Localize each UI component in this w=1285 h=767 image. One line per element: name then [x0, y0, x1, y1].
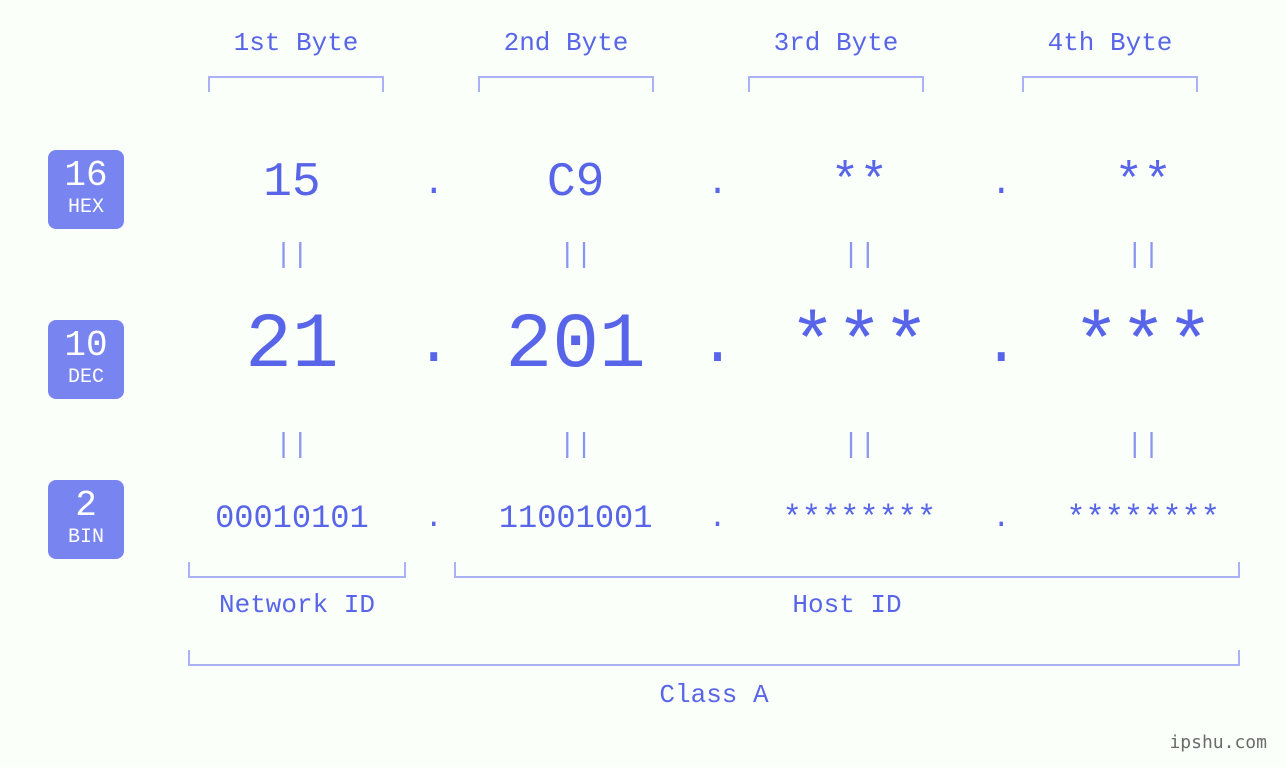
equals-glyph: || [1021, 430, 1265, 461]
hex-row: 15.C9.**.** [170, 156, 1265, 210]
dec-badge-base: 10 [48, 328, 124, 364]
spacer [414, 247, 454, 265]
equals-row-2: || || || || [170, 430, 1265, 461]
dot-separator: . [698, 502, 738, 536]
dot-separator: . [414, 502, 454, 536]
network-id-bracket [188, 562, 406, 578]
class-label: Class A [659, 680, 768, 710]
equals-glyph: || [1021, 240, 1265, 271]
hex-byte-4: ** [1021, 156, 1265, 210]
dot-separator: . [414, 312, 454, 380]
hex-byte-1: 15 [170, 156, 414, 210]
dot-separator: . [698, 312, 738, 380]
dot-separator: . [981, 502, 1021, 536]
byte-bracket-3 [748, 76, 924, 92]
host-id-label: Host ID [792, 590, 901, 620]
bin-row: 00010101.11001001.********.******** [170, 500, 1265, 537]
equals-row-1: || || || || [170, 240, 1265, 271]
byte-header-1: 1st Byte [234, 28, 359, 58]
dec-byte-1: 21 [170, 302, 414, 390]
dec-byte-4: *** [1021, 302, 1265, 390]
byte-bracket-2 [478, 76, 654, 92]
dot-separator: . [698, 163, 738, 204]
bin-badge-label: BIN [48, 526, 124, 549]
class-bracket [188, 650, 1240, 666]
spacer [981, 437, 1021, 455]
spacer [981, 247, 1021, 265]
dec-badge-label: DEC [48, 366, 124, 389]
hex-badge-base: 16 [48, 158, 124, 194]
bin-badge-base: 2 [48, 488, 124, 524]
dot-separator: . [981, 163, 1021, 204]
dec-byte-3: *** [738, 302, 982, 390]
bin-byte-4: ******** [1021, 500, 1265, 537]
watermark: ipshu.com [1169, 732, 1267, 753]
spacer [698, 247, 738, 265]
spacer [698, 437, 738, 455]
byte-bracket-1 [208, 76, 384, 92]
bin-badge: 2 BIN [48, 480, 124, 559]
dec-byte-2: 201 [454, 302, 698, 390]
dot-separator: . [981, 312, 1021, 380]
bin-byte-2: 11001001 [454, 500, 698, 537]
ip-diagram: 1st Byte2nd Byte3rd Byte4th Byte 16 HEX … [0, 0, 1285, 767]
hex-badge: 16 HEX [48, 150, 124, 229]
spacer [414, 437, 454, 455]
dec-row: 21.201.***.*** [170, 302, 1265, 390]
dot-separator: . [414, 163, 454, 204]
byte-header-3: 3rd Byte [774, 28, 899, 58]
hex-byte-2: C9 [454, 156, 698, 210]
hex-badge-label: HEX [48, 196, 124, 219]
host-id-bracket [454, 562, 1240, 578]
byte-header-4: 4th Byte [1048, 28, 1173, 58]
equals-glyph: || [454, 240, 698, 271]
network-id-label: Network ID [219, 590, 375, 620]
equals-glyph: || [170, 240, 414, 271]
bin-byte-1: 00010101 [170, 500, 414, 537]
equals-glyph: || [738, 240, 982, 271]
bin-byte-3: ******** [738, 500, 982, 537]
dec-badge: 10 DEC [48, 320, 124, 399]
byte-header-2: 2nd Byte [504, 28, 629, 58]
hex-byte-3: ** [738, 156, 982, 210]
byte-bracket-4 [1022, 76, 1198, 92]
equals-glyph: || [170, 430, 414, 461]
equals-glyph: || [454, 430, 698, 461]
equals-glyph: || [738, 430, 982, 461]
